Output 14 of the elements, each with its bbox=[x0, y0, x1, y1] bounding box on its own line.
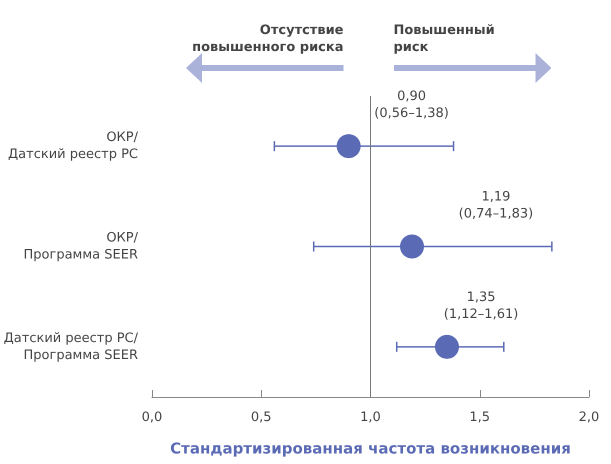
text: Отсутствие повышенного риска bbox=[192, 22, 344, 56]
data-label: 0,90 (0,56–1,38) bbox=[374, 89, 449, 122]
y-tick-label: ОКР/ Датский реестр РС bbox=[8, 130, 139, 162]
text: Повышенный риск bbox=[394, 22, 495, 56]
y-tick-label: ОКР/ Программа SEER bbox=[24, 230, 139, 262]
x-tick-label: 2,0 bbox=[578, 410, 600, 425]
x-tick-label: 1,5 bbox=[469, 410, 490, 425]
data-label: 1,35 (1,12–1,61) bbox=[444, 290, 518, 322]
y-tick-label: Датский реестр РС/ Программа SEER bbox=[4, 330, 139, 363]
x-tick-label: 1,0 bbox=[360, 410, 381, 425]
x-tick-label: 0,0 bbox=[142, 410, 162, 425]
data-label: 1,19 (0,74–1,83) bbox=[458, 190, 534, 222]
x-axis-title: Стандартизированная частота возникновения bbox=[170, 440, 571, 458]
x-tick-label: 0,5 bbox=[250, 410, 272, 425]
